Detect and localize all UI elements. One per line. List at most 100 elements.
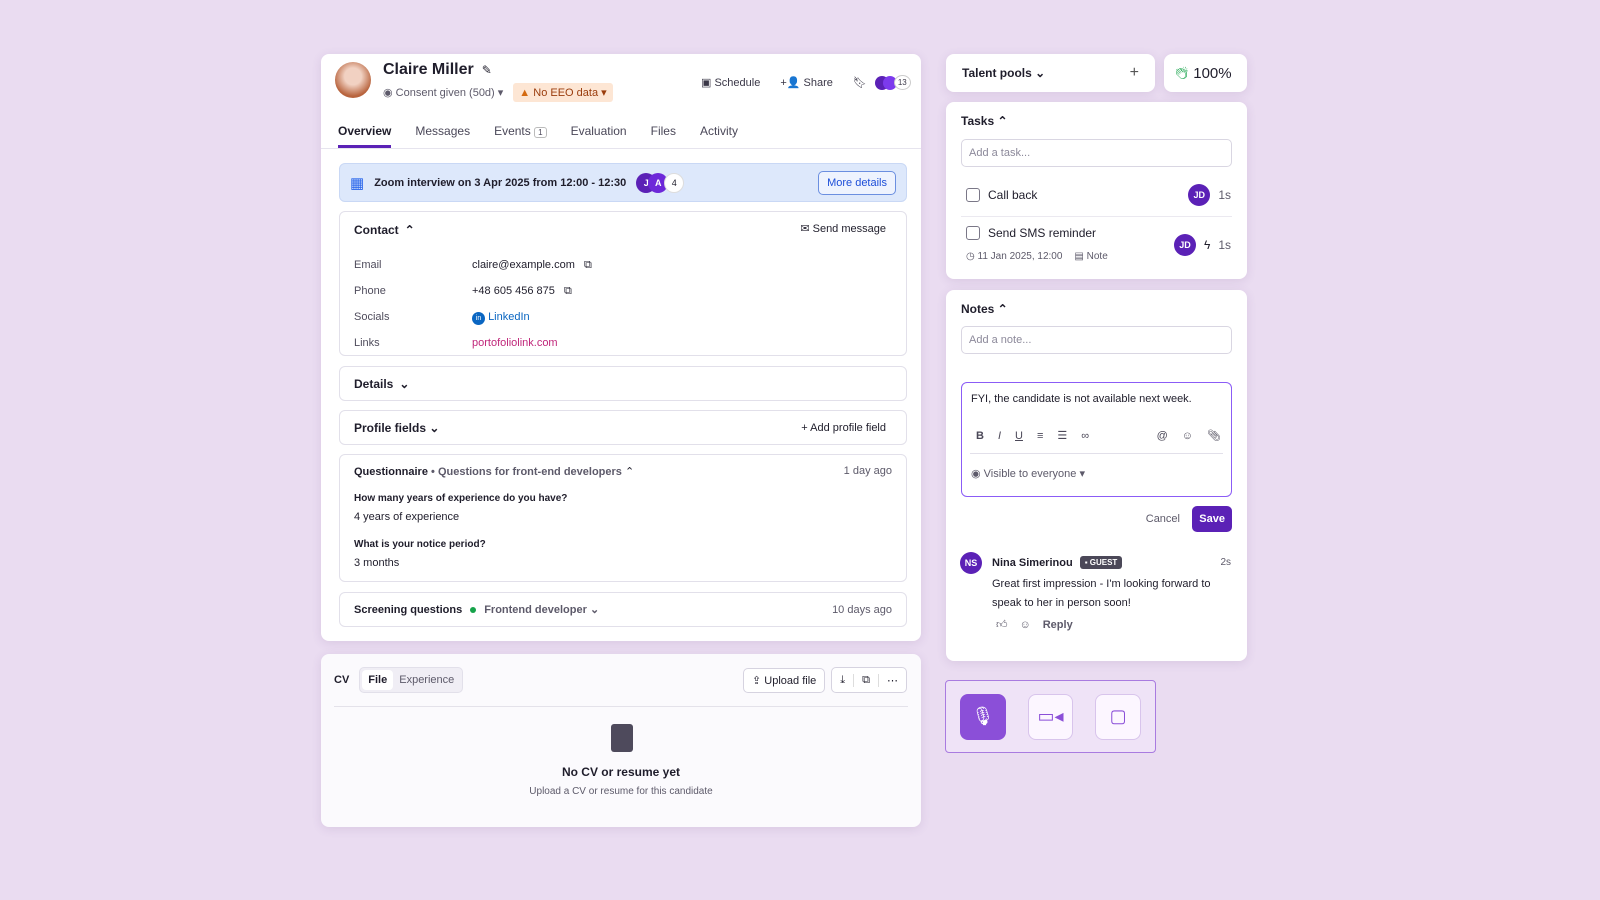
lightning-icon: ϟ xyxy=(1203,238,1211,252)
status-dot xyxy=(470,606,477,613)
tab-events[interactable]: Events 1 xyxy=(494,124,547,148)
add-note-input[interactable]: Add a note... xyxy=(961,326,1232,354)
tab-overview[interactable]: Overview xyxy=(338,124,392,148)
visibility-label: Visible to everyone xyxy=(983,468,1077,480)
cv-tab-experience[interactable]: Experience xyxy=(399,674,455,686)
bold-icon[interactable]: B xyxy=(976,429,984,442)
watchers-count: 13 xyxy=(893,75,911,90)
question: What is your notice period? xyxy=(354,539,486,550)
divider xyxy=(961,216,1232,217)
mute-microphone-button[interactable]: 🎙︎ xyxy=(960,693,1006,740)
open-external-icon[interactable]: ⧉ xyxy=(853,673,878,687)
comment-text: Great first impression - I'm looking for… xyxy=(992,578,1211,609)
clock-icon: ◷ xyxy=(966,251,975,262)
questionnaire-subtitle[interactable]: • Questions for front-end developers xyxy=(431,466,622,478)
schedule-button[interactable]: ▣ Schedule xyxy=(701,76,760,89)
task-label: Send SMS reminder xyxy=(988,226,1097,240)
share-button[interactable]: +👤 Share xyxy=(780,76,833,89)
watchers[interactable]: 13 xyxy=(874,75,911,90)
tasks-toggle[interactable]: Tasks ⌃ xyxy=(961,114,1008,128)
attendee-avatar: A xyxy=(648,172,669,193)
tab-messages[interactable]: Messages xyxy=(415,124,471,138)
talent-pools-dropdown[interactable]: Talent pools ⌄ xyxy=(962,66,1046,80)
upload-file-button[interactable]: ⇪ Upload file xyxy=(743,667,826,693)
task-checkbox[interactable] xyxy=(966,226,980,240)
score-value: 100% xyxy=(1193,64,1232,82)
notes-title: Notes xyxy=(961,302,995,316)
more-details-button[interactable]: More details xyxy=(818,170,896,195)
linkedin-link[interactable]: in LinkedIn xyxy=(472,304,592,330)
cv-card: CV File Experience ⇪ Upload file ⤓ ⧉ ⋯ N… xyxy=(321,654,921,827)
email-label: Email xyxy=(354,259,382,271)
task-note-link[interactable]: ▤ Note xyxy=(1074,251,1107,262)
add-pool-icon[interactable]: + xyxy=(1129,64,1139,81)
assignee-avatar: JD xyxy=(1188,184,1211,206)
video-camera-button[interactable]: ▭◂ xyxy=(1027,693,1074,740)
chevron-up-icon: ⌃ xyxy=(404,223,415,237)
copy-icon[interactable]: ⧉ xyxy=(583,259,592,271)
download-icon[interactable]: ⤓ xyxy=(840,673,846,686)
screening-section: Screening questions Frontend developer ⌄… xyxy=(339,592,907,627)
profile-fields-toggle[interactable]: Profile fields ⌄ xyxy=(354,420,440,435)
calendar-plus-icon: ▣ xyxy=(701,77,712,89)
reply-button[interactable]: Reply xyxy=(1042,618,1073,631)
contact-toggle[interactable]: Contact ⌃ xyxy=(354,223,415,237)
numbered-list-icon[interactable]: ☰ xyxy=(1057,430,1068,442)
bookmark-icon[interactable]: 🔖︎ xyxy=(852,77,867,89)
italic-icon[interactable]: I xyxy=(997,429,1002,442)
event-text: Zoom interview on 3 Apr 2025 from 12:00 … xyxy=(374,176,627,189)
like-icon[interactable]: 👍︎ xyxy=(996,619,1008,631)
add-task-input[interactable]: Add a task... xyxy=(961,139,1232,167)
task-note-label: Note xyxy=(1086,251,1108,262)
divider xyxy=(321,148,921,149)
visibility-dropdown[interactable]: ◉ Visible to everyone ▾ xyxy=(971,468,1085,480)
task-label: Call back xyxy=(988,188,1038,202)
emoji-icon[interactable]: ☺ xyxy=(1181,429,1194,442)
more-icon[interactable]: ⋯ xyxy=(878,673,906,687)
consent-dropdown[interactable]: ◉ Consent given (50d) ▾ xyxy=(383,87,504,99)
tab-files[interactable]: Files xyxy=(650,124,676,138)
underline-icon[interactable]: U xyxy=(1015,429,1023,442)
screening-time: 10 days ago xyxy=(832,603,892,616)
details-title: Details xyxy=(354,376,394,391)
task-checkbox[interactable] xyxy=(966,188,980,202)
calendar-icon: ▦ xyxy=(350,174,365,192)
attachment-icon[interactable]: 📎︎ xyxy=(1207,430,1221,442)
assignee-avatar: JD xyxy=(1173,234,1196,256)
contact-title: Contact xyxy=(354,223,399,237)
share-label: Share xyxy=(803,77,833,89)
note-editor[interactable]: FYI, the candidate is not available next… xyxy=(961,382,1232,497)
tab-activity[interactable]: Activity xyxy=(699,124,738,138)
phone-value: +48 605 456 875 xyxy=(472,285,555,297)
copy-icon[interactable]: ⧉ xyxy=(563,285,572,297)
note-draft-text[interactable]: FYI, the candidate is not available next… xyxy=(971,393,1192,405)
chat-button[interactable]: ▢ xyxy=(1095,693,1141,740)
task-time: 1s xyxy=(1218,188,1231,202)
add-reaction-icon[interactable]: ☺ xyxy=(1019,618,1031,631)
add-profile-field-button[interactable]: + Add profile field xyxy=(801,421,886,434)
call-controls: 🎙︎ ▭◂ ▢ xyxy=(945,680,1156,753)
bullet-list-icon[interactable]: ≡ xyxy=(1036,429,1044,442)
screening-role-label: Frontend developer xyxy=(484,604,587,616)
cv-tab-file[interactable]: File xyxy=(362,670,394,690)
task-time: 1s xyxy=(1218,238,1231,252)
link-icon[interactable]: ∞ xyxy=(1081,429,1090,442)
tab-evaluation[interactable]: Evaluation xyxy=(570,124,627,138)
comment-icon: ▤ xyxy=(1074,251,1084,262)
mention-icon[interactable]: @ xyxy=(1156,429,1168,442)
answer: 3 months xyxy=(354,557,400,569)
cancel-button[interactable]: Cancel xyxy=(1145,513,1180,525)
eeo-badge[interactable]: ▲ No EEO data ▾ xyxy=(513,83,613,102)
eeo-label: No EEO data xyxy=(533,87,599,99)
notes-toggle[interactable]: Notes ⌃ xyxy=(961,302,1008,316)
clap-icon: 👏︎ xyxy=(1174,66,1190,80)
details-section[interactable]: Details ⌄ xyxy=(339,366,907,401)
save-button[interactable]: Save xyxy=(1192,506,1232,532)
screening-role[interactable]: Frontend developer ⌄ xyxy=(484,604,600,616)
edit-icon[interactable]: ✎ xyxy=(481,63,492,77)
candidate-card: Claire Miller ✎ ◉ Consent given (50d) ▾ … xyxy=(321,54,921,641)
eye-icon: ◉ xyxy=(971,468,981,480)
portfolio-link[interactable]: portofoliolink.com xyxy=(472,337,558,349)
send-message-button[interactable]: ✉ Send message xyxy=(800,222,886,235)
